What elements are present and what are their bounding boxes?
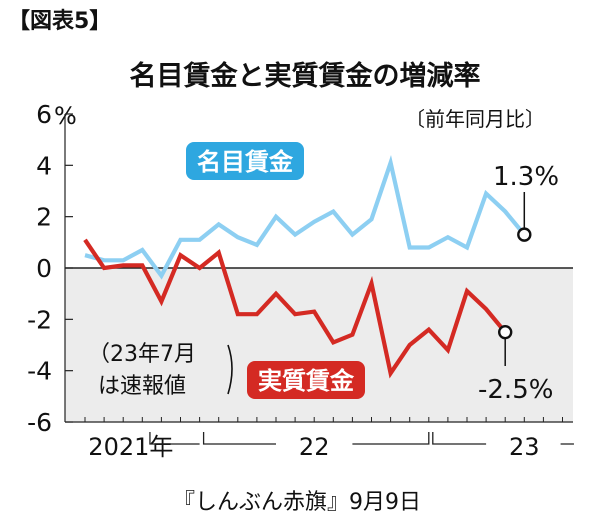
y-tick-label: 2 xyxy=(36,203,52,232)
annotation-bracket xyxy=(227,344,233,395)
y-tick-label: 6 xyxy=(36,100,52,129)
series-label-nominal: 名目賃金 xyxy=(186,142,304,180)
y-tick-label: 4 xyxy=(36,151,52,180)
x-year-label: 23 xyxy=(509,433,540,461)
annotation-line-1: （23年7月 xyxy=(88,342,196,367)
series-label-real-bg xyxy=(247,361,365,399)
x-bracket xyxy=(432,432,574,445)
x-axis: 2021年 22 23 xyxy=(84,417,574,461)
x-bracket xyxy=(149,432,200,445)
x-year-label: 2021年 xyxy=(88,433,173,461)
y-tick-label: 0 xyxy=(36,254,52,283)
nominal-wage-line xyxy=(84,155,526,280)
source-credit: 『しんぶん赤旗』9月9日 xyxy=(173,490,421,515)
nominal-end-marker xyxy=(517,227,532,242)
real-end-label: -2.5% xyxy=(478,375,553,405)
y-tick-label: -6 xyxy=(27,408,52,437)
series-layer xyxy=(83,155,532,379)
figure-tag: 【図表5】 xyxy=(8,9,111,34)
x-year-label: 22 xyxy=(299,433,330,461)
nominal-end-label: 1.3% xyxy=(493,162,559,192)
chart-title: 名目賃金と実質賃金の増減率 xyxy=(130,60,481,92)
y-tick-label: -4 xyxy=(27,357,52,386)
y-axis-ticks: 6 4 2 0 -2 -4 -6 xyxy=(27,100,73,437)
real-wage-line xyxy=(83,238,507,379)
series-label-real: 実質賃金 xyxy=(247,361,365,399)
y-tick-label: -2 xyxy=(27,305,52,334)
real-end-marker xyxy=(498,324,513,340)
yoy-note: 〔前年同月比〕 xyxy=(405,107,545,131)
series-label-nominal-text: 名目賃金 xyxy=(197,148,294,176)
series-label-real-text: 実質賃金 xyxy=(258,367,355,395)
series-label-nominal-bg xyxy=(186,142,304,180)
x-bracket xyxy=(202,432,430,445)
annotation-line-2: は速報値 xyxy=(98,374,186,399)
